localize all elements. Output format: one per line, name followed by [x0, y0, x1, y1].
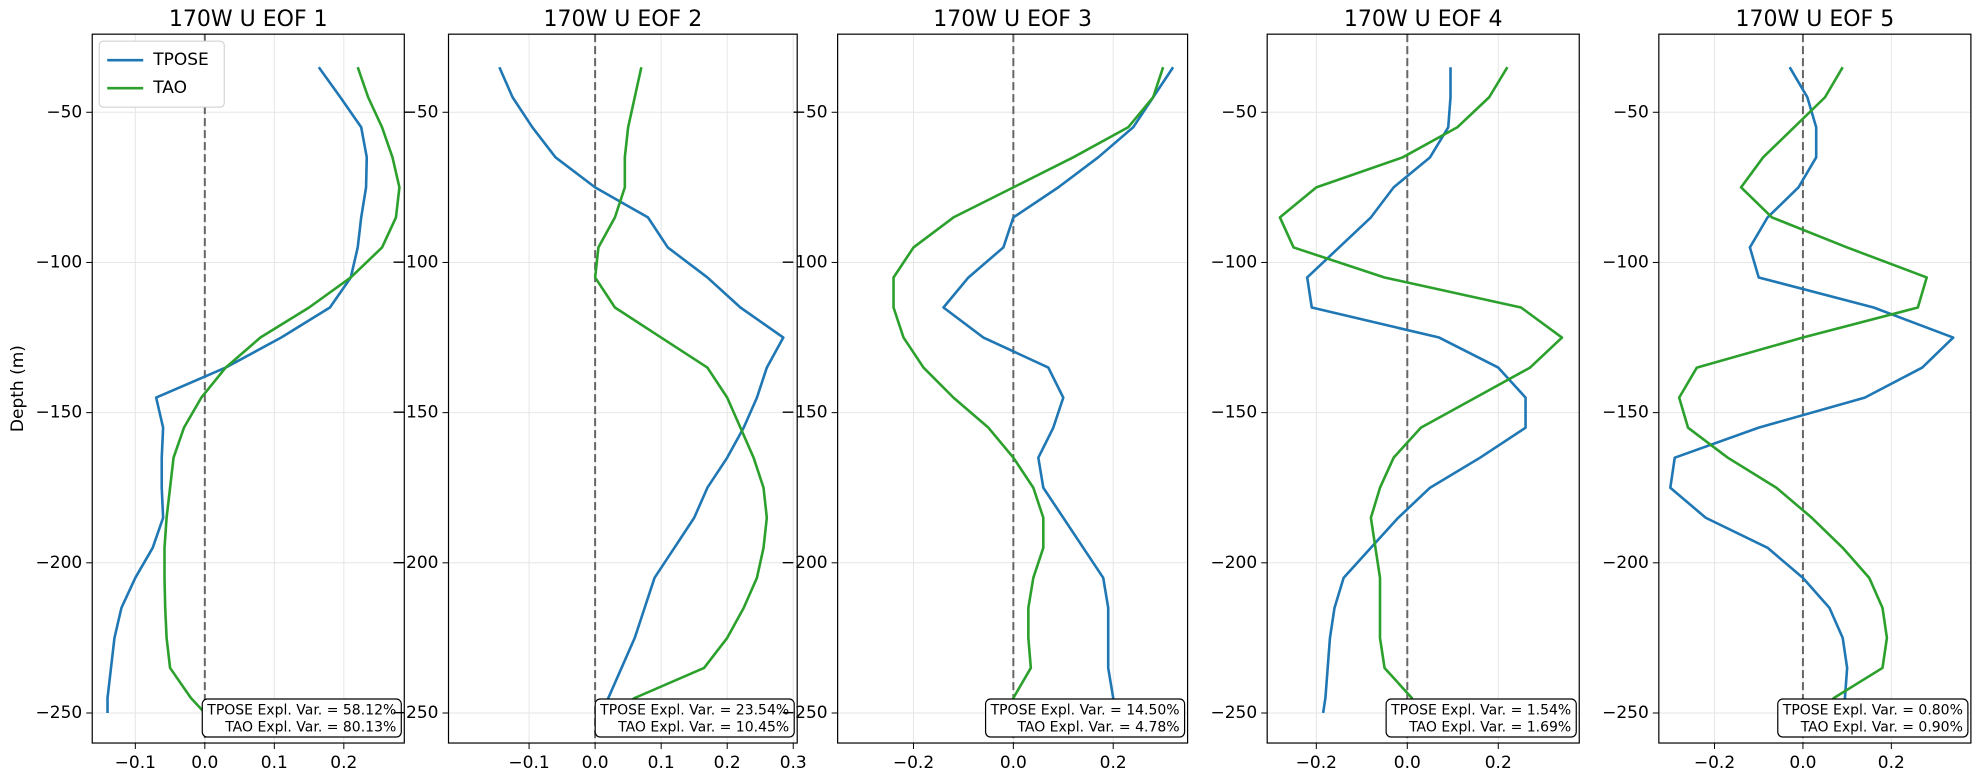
y-tick-label: −50: [1613, 102, 1649, 122]
subplot: −0.2 0.0 0.2 −250 −200 −150 −100 −50 170W U EOF …: [1602, 7, 1972, 773]
y-tick-label: −250: [781, 703, 828, 723]
plot-frame: [837, 33, 1189, 744]
y-tick-label: −150: [1210, 403, 1257, 423]
annotation-background: [1777, 698, 1969, 738]
annotation-box: TPOSE Expl. Var. = 14.50%TAO Expl. Var. …: [984, 698, 1186, 738]
x-tick-label: 0.0: [191, 753, 218, 773]
y-tick-label: −100: [1210, 252, 1257, 272]
annotation-box: TPOSE Expl. Var. = 23.54%TAO Expl. Var. …: [594, 698, 795, 738]
plot-frame: [91, 33, 405, 744]
legend-frame: [98, 40, 225, 108]
x-tick-label: 0.2: [1485, 753, 1512, 773]
x-tick-label: −0.1: [115, 753, 156, 773]
annotation-text: TAO Expl. Var. = 0.90%: [1800, 720, 1963, 736]
y-tick-label: −150: [781, 403, 828, 423]
x-tick-label: 0.2: [330, 753, 357, 773]
legend-label: TPOSE: [152, 50, 209, 70]
x-tick-label: −0.2: [1296, 753, 1337, 773]
y-tick-label: −100: [781, 252, 828, 272]
x-tick-label: 0.0: [1000, 753, 1027, 773]
legend: TPOSE TAO: [98, 40, 225, 108]
y-tick-label: −100: [392, 252, 439, 272]
x-tick-label: 0.0: [582, 753, 609, 773]
x-tick-label: 0.2: [1878, 753, 1905, 773]
series-line: [106, 66, 369, 713]
annotation-box: TPOSE Expl. Var. = 0.80%TAO Expl. Var. =…: [1777, 698, 1969, 738]
y-tick-label: −250: [1602, 703, 1649, 723]
annotation-text: TPOSE Expl. Var. = 58.12%: [206, 703, 396, 719]
series-line: [163, 66, 401, 714]
series-line: [498, 66, 785, 714]
y-tick-label: −200: [36, 553, 83, 573]
annotation-background: [1385, 698, 1577, 738]
subplot: −0.1 0.0 0.1 0.2 0.3 −250 −200 −150 −100 −50 170W …: [392, 7, 807, 773]
annotation-text: TPOSE Expl. Var. = 23.54%: [599, 703, 789, 719]
y-tick-label: −200: [1210, 553, 1257, 573]
annotation-text: TPOSE Expl. Var. = 0.80%: [1782, 703, 1963, 719]
x-tick-label: 0.3: [780, 753, 807, 773]
y-tick-label: −250: [1210, 703, 1257, 723]
y-tick-label: −50: [1221, 102, 1257, 122]
y-tick-label: −150: [1602, 403, 1649, 423]
y-tick-label: −200: [1602, 553, 1649, 573]
x-tick-label: −0.1: [508, 753, 549, 773]
annotation-background: [984, 698, 1186, 738]
annotation-text: TAO Expl. Var. = 80.13%: [224, 720, 396, 736]
subplot-title: 170W U EOF 5: [1736, 7, 1895, 32]
annotation-background: [201, 698, 402, 738]
series-line: [1669, 66, 1955, 713]
x-tick-label: 0.0: [1394, 753, 1421, 773]
annotation-text: TAO Expl. Var. = 4.78%: [1016, 720, 1179, 736]
plot-frame: [1266, 33, 1580, 744]
plot-frame: [447, 33, 798, 744]
annotation-box: TPOSE Expl. Var. = 1.54%TAO Expl. Var. =…: [1385, 698, 1577, 738]
y-tick-label: −250: [36, 703, 83, 723]
annotation-text: TAO Expl. Var. = 10.45%: [617, 720, 789, 736]
subplot-title: 170W U EOF 3: [933, 7, 1092, 32]
subplot: −0.1 0.0 0.1 0.2 −250 −200 −150 −100 −50 170W U E…: [8, 7, 405, 773]
x-tick-label: 0.0: [1789, 753, 1816, 773]
x-tick-label: −0.2: [893, 753, 934, 773]
series-line: [942, 66, 1175, 713]
annotation-text: TPOSE Expl. Var. = 14.50%: [990, 703, 1180, 719]
subplot: −0.2 0.0 0.2 −250 −200 −150 −100 −50 170W U EOF …: [781, 7, 1189, 773]
y-tick-label: −200: [781, 553, 828, 573]
legend-label: TAO: [152, 78, 187, 98]
y-tick-label: −100: [1602, 252, 1649, 272]
subplot: −0.2 0.0 0.2 −250 −200 −150 −100 −50 170W U EOF …: [1210, 7, 1580, 773]
y-axis-label: Depth (m): [8, 345, 28, 432]
y-tick-label: −50: [792, 102, 828, 122]
x-tick-label: 0.1: [261, 753, 288, 773]
y-tick-label: −250: [392, 703, 439, 723]
series-line: [892, 66, 1165, 713]
y-tick-label: −200: [392, 553, 439, 573]
annotation-text: TAO Expl. Var. = 1.69%: [1408, 720, 1571, 736]
series-line: [1677, 66, 1928, 714]
x-tick-label: 0.1: [648, 753, 675, 773]
annotation-box: TPOSE Expl. Var. = 58.12%TAO Expl. Var. …: [201, 698, 402, 738]
y-tick-label: −100: [36, 252, 83, 272]
annotation-text: TPOSE Expl. Var. = 1.54%: [1390, 703, 1571, 719]
x-tick-label: 0.2: [1100, 753, 1127, 773]
y-tick-label: −150: [392, 403, 439, 423]
subplot-title: 170W U EOF 1: [169, 7, 328, 32]
y-tick-label: −150: [36, 403, 83, 423]
plot-frame: [1658, 33, 1972, 744]
series-line: [593, 66, 769, 715]
series-line: [1278, 66, 1564, 714]
subplot-title: 170W U EOF 2: [544, 7, 703, 32]
x-tick-label: −0.2: [1694, 753, 1735, 773]
y-tick-label: −50: [403, 102, 439, 122]
annotation-background: [594, 698, 795, 738]
series-line: [1305, 67, 1527, 714]
x-tick-label: 0.2: [714, 753, 741, 773]
subplot-title: 170W U EOF 4: [1344, 7, 1503, 32]
y-tick-label: −50: [46, 102, 82, 122]
